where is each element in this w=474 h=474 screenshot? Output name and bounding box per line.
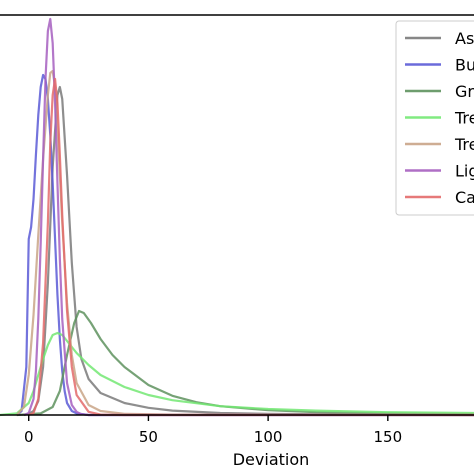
legend-label-4: Tre xyxy=(454,109,474,128)
x-tick-label: 50 xyxy=(139,428,158,446)
legend-label-5: Tre xyxy=(454,135,474,154)
series-line-7 xyxy=(28,77,474,417)
legend-label-3: Gr xyxy=(455,82,474,101)
legend-label-1: As xyxy=(455,29,474,48)
series-line-1 xyxy=(23,85,474,417)
series-line-6 xyxy=(23,17,474,417)
x-tick-label: 100 xyxy=(254,428,283,446)
legend: As Bu Gr Tre Tre Lig Ca xyxy=(395,20,474,216)
plot-lines xyxy=(0,17,474,417)
x-axis-label: Deviation xyxy=(233,450,310,469)
x-axis-ticks: 0 50 100 150 xyxy=(24,415,402,446)
x-tick-label: 150 xyxy=(373,428,402,446)
series-line-2 xyxy=(16,73,474,417)
legend-label-6: Lig xyxy=(455,162,474,181)
x-tick-label: 0 xyxy=(24,428,34,446)
legend-label-7: Ca xyxy=(455,188,474,207)
legend-label-2: Bu xyxy=(455,56,474,75)
